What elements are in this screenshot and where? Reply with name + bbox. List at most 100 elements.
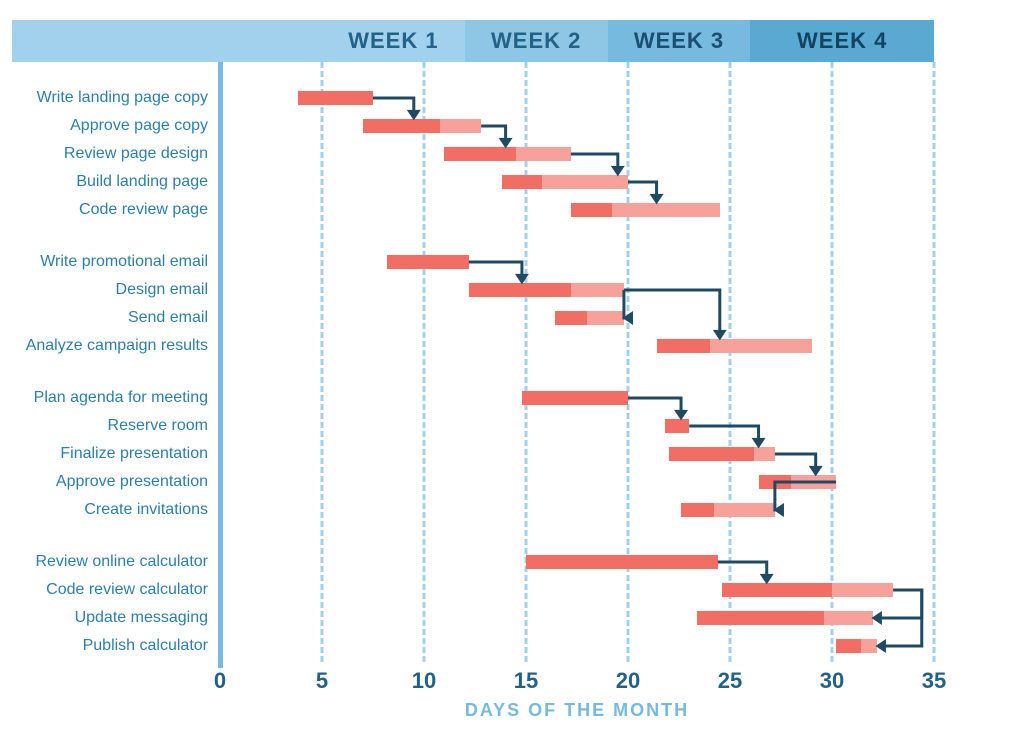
- task-bar: [444, 147, 570, 161]
- task-bar: [657, 339, 812, 353]
- gridline: [627, 62, 630, 662]
- arrow-head-icon: [773, 503, 784, 517]
- task-label: Send email: [128, 309, 208, 327]
- task-bar-remaining: [861, 639, 877, 653]
- week-label: WEEK 1: [348, 28, 438, 54]
- week-header-cell: WEEK 1: [322, 20, 465, 62]
- arrow-head-icon: [871, 611, 882, 625]
- x-tick-label: 20: [616, 668, 640, 694]
- task-bar-progress: [363, 119, 441, 133]
- task-label: Create invitations: [84, 501, 208, 519]
- task-bar: [681, 503, 775, 517]
- task-bar: [502, 175, 628, 189]
- task-bar: [697, 611, 872, 625]
- task-label: Publish calculator: [83, 637, 208, 655]
- task-bar-progress: [669, 447, 755, 461]
- x-tick-label: 35: [922, 668, 946, 694]
- task-bar-progress: [571, 203, 612, 217]
- task-bar-progress: [526, 555, 718, 569]
- task-bar-progress: [444, 147, 515, 161]
- gridline: [831, 62, 834, 662]
- task-bar-remaining: [516, 147, 571, 161]
- task-label: Plan agenda for meeting: [34, 389, 208, 407]
- task-bar: [571, 203, 720, 217]
- dependency-arrows: [0, 0, 1024, 739]
- task-label: Write landing page copy: [37, 89, 208, 107]
- task-bar-remaining: [710, 339, 812, 353]
- task-bar: [298, 91, 373, 105]
- dependency-arrow: [624, 290, 720, 337]
- task-bar-progress: [681, 503, 714, 517]
- task-bar: [469, 283, 624, 297]
- week-label: WEEK 3: [634, 28, 724, 54]
- task-bar-progress: [657, 339, 710, 353]
- task-label: Reserve room: [108, 417, 208, 435]
- dependency-arrow: [469, 262, 522, 281]
- task-bar-progress: [555, 311, 588, 325]
- gridline: [321, 62, 324, 662]
- task-label: Code review calculator: [46, 581, 208, 599]
- task-bar: [669, 447, 775, 461]
- task-label: Review online calculator: [35, 553, 208, 571]
- x-tick-label: 5: [316, 668, 328, 694]
- week-label: WEEK 2: [491, 28, 581, 54]
- task-bar: [387, 255, 469, 269]
- task-label: Design email: [116, 281, 208, 299]
- x-tick-label: 15: [514, 668, 538, 694]
- task-label: Approve page copy: [70, 117, 208, 135]
- task-bar-remaining: [791, 475, 836, 489]
- task-label: Analyze campaign results: [26, 337, 208, 355]
- task-label: Build landing page: [76, 173, 208, 191]
- task-label: Review page design: [64, 145, 208, 163]
- task-bar: [665, 419, 689, 433]
- task-bar-remaining: [440, 119, 481, 133]
- gantt-chart: WEEK 1 WEEK 2 WEEK 3 WEEK 4 Write landing p…: [0, 0, 1024, 739]
- x-tick-label: 10: [412, 668, 436, 694]
- gridline: [729, 62, 732, 662]
- x-tick-label: 25: [718, 668, 742, 694]
- dependency-arrow: [481, 126, 505, 145]
- x-tick-label: 0: [214, 668, 226, 694]
- dependency-arrow: [879, 590, 922, 646]
- task-bar-progress: [522, 391, 628, 405]
- task-label: Approve presentation: [56, 473, 208, 491]
- task-label: Finalize presentation: [60, 445, 208, 463]
- week-header-cell: WEEK 3: [608, 20, 751, 62]
- task-bar-remaining: [612, 203, 720, 217]
- task-bar-progress: [759, 475, 792, 489]
- dependency-arrow: [689, 426, 758, 445]
- task-bar-remaining: [587, 311, 624, 325]
- y-axis-line: [218, 62, 223, 668]
- task-label: Code review page: [79, 201, 208, 219]
- task-bar: [526, 555, 718, 569]
- task-bar-progress: [387, 255, 469, 269]
- task-bar-remaining: [824, 611, 873, 625]
- task-bar: [722, 583, 893, 597]
- task-label: Write promotional email: [40, 253, 208, 271]
- task-bar-progress: [697, 611, 823, 625]
- task-bar-remaining: [542, 175, 628, 189]
- task-bar: [836, 639, 877, 653]
- dependency-arrow: [373, 98, 414, 117]
- task-bar-progress: [502, 175, 543, 189]
- task-bar-remaining: [832, 583, 893, 597]
- task-bar: [522, 391, 628, 405]
- dependency-arrow: [571, 154, 618, 173]
- task-bar-remaining: [571, 283, 624, 297]
- task-bar-remaining: [754, 447, 774, 461]
- task-bar-progress: [722, 583, 832, 597]
- task-bar: [363, 119, 481, 133]
- dependency-arrow: [628, 398, 681, 417]
- task-bar-progress: [836, 639, 860, 653]
- dependency-arrow: [628, 182, 657, 201]
- x-tick-label: 30: [820, 668, 844, 694]
- task-bar: [555, 311, 624, 325]
- week-label: WEEK 4: [797, 28, 887, 54]
- week-header-cell: WEEK 2: [465, 20, 608, 62]
- task-bar-progress: [665, 419, 689, 433]
- arrow-head-icon: [875, 639, 886, 653]
- task-bar: [759, 475, 837, 489]
- dependency-arrow: [775, 454, 816, 473]
- x-axis-title: DAYS OF THE MONTH: [465, 700, 689, 721]
- week-header-cell: WEEK 4: [750, 20, 934, 62]
